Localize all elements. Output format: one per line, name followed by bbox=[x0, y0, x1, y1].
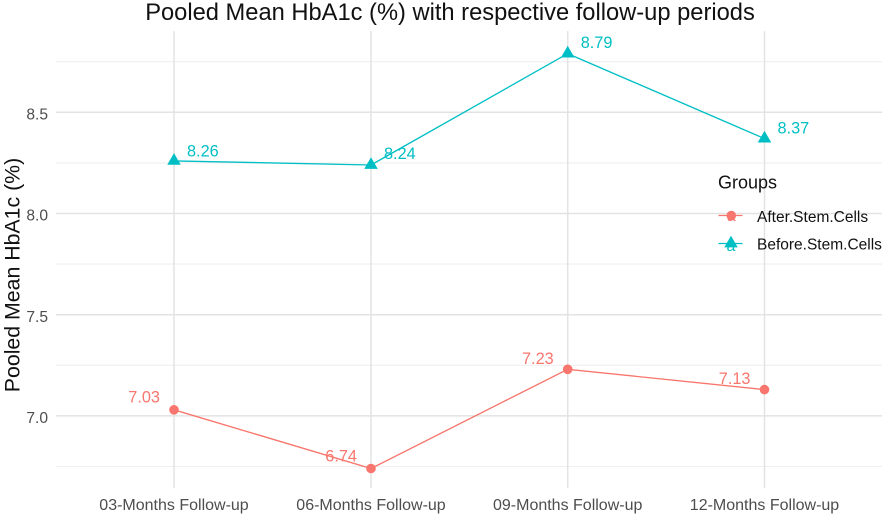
svg-text:7.23: 7.23 bbox=[522, 350, 554, 368]
svg-text:03-Months Follow-up: 03-Months Follow-up bbox=[99, 497, 249, 514]
svg-text:Groups: Groups bbox=[718, 173, 777, 193]
svg-text:After.Stem.Cells: After.Stem.Cells bbox=[757, 209, 868, 226]
svg-text:8.37: 8.37 bbox=[778, 120, 810, 138]
svg-text:Pooled Mean HbA1c (%): Pooled Mean HbA1c (%) bbox=[1, 158, 25, 392]
svg-text:8.26: 8.26 bbox=[187, 143, 219, 161]
svg-text:8.79: 8.79 bbox=[581, 34, 613, 52]
svg-text:09-Months Follow-up: 09-Months Follow-up bbox=[493, 497, 643, 514]
svg-text:Before.Stem.Cells: Before.Stem.Cells bbox=[757, 236, 882, 253]
svg-text:8.24: 8.24 bbox=[384, 145, 416, 163]
svg-text:8.5: 8.5 bbox=[26, 107, 48, 124]
svg-text:8.0: 8.0 bbox=[26, 208, 48, 225]
svg-text:06-Months Follow-up: 06-Months Follow-up bbox=[296, 497, 446, 514]
svg-text:Pooled Mean HbA1c (%) with res: Pooled Mean HbA1c (%) with respective fo… bbox=[145, 0, 755, 26]
svg-text:6.74: 6.74 bbox=[325, 448, 357, 466]
svg-text:7.0: 7.0 bbox=[26, 410, 48, 427]
svg-text:12-Months Follow-up: 12-Months Follow-up bbox=[690, 497, 840, 514]
svg-text:7.5: 7.5 bbox=[26, 309, 48, 326]
svg-text:7.13: 7.13 bbox=[719, 370, 751, 388]
svg-text:7.03: 7.03 bbox=[128, 389, 160, 407]
